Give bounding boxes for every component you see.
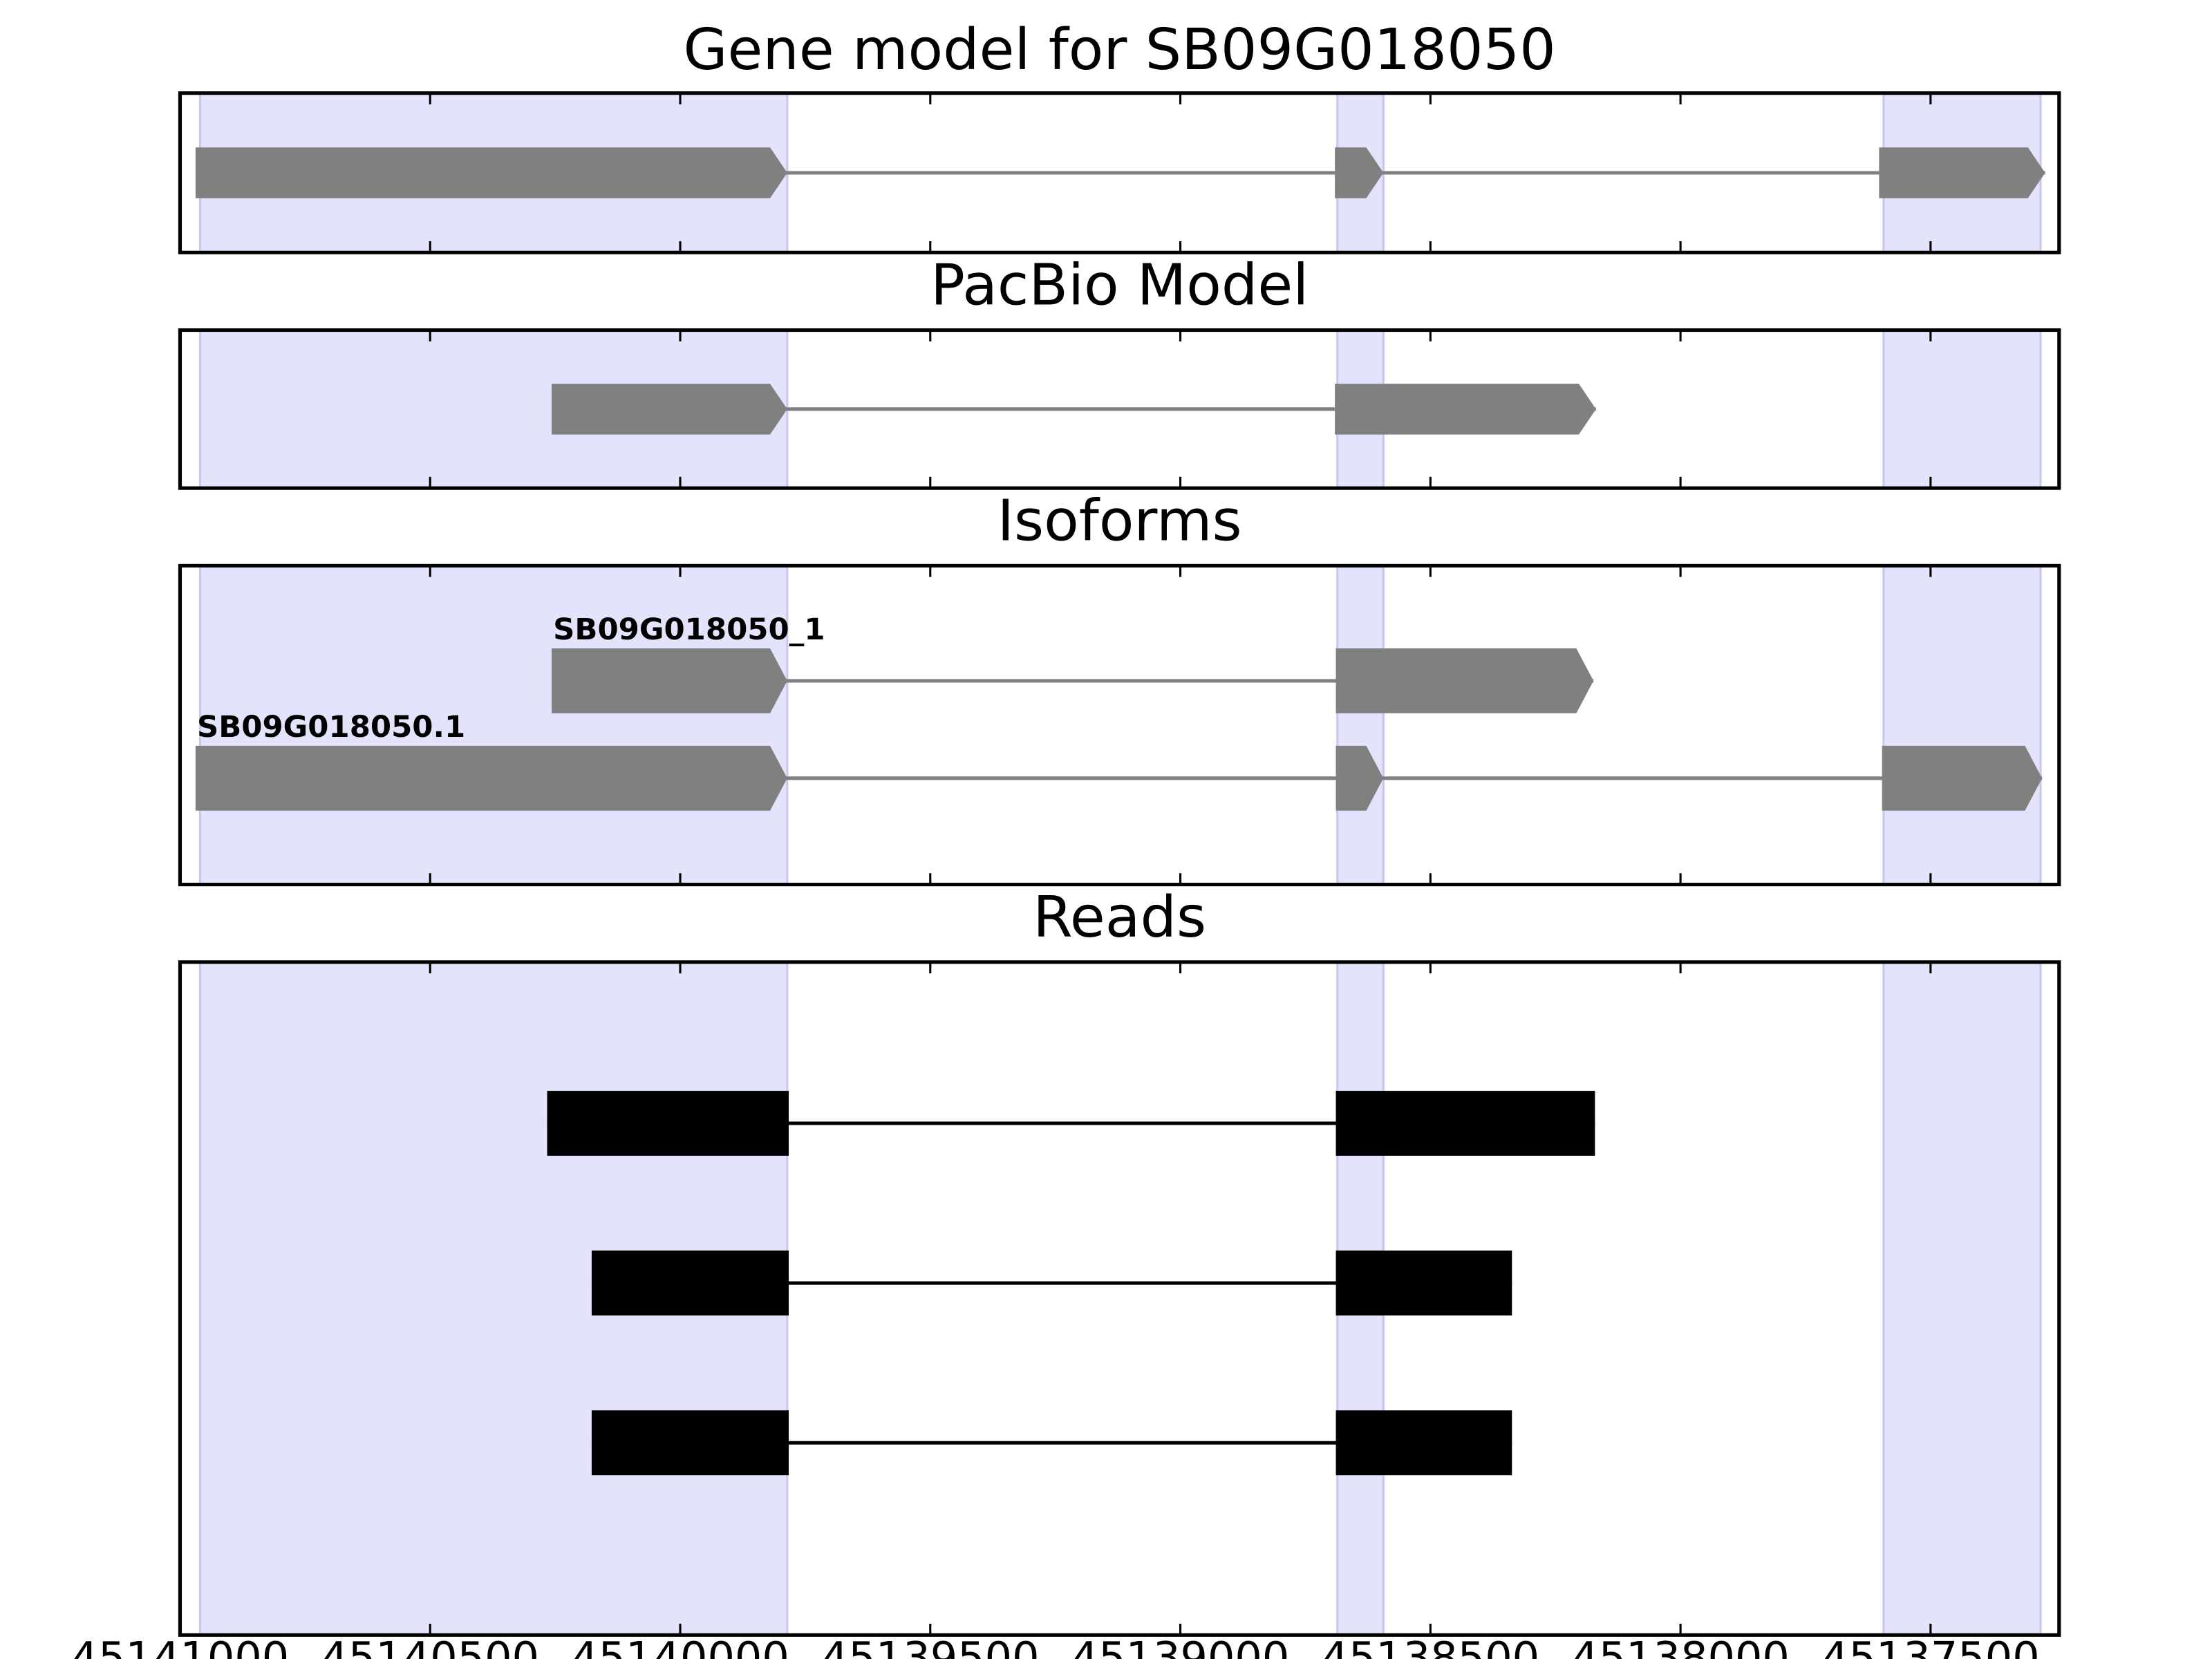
panel-frame [178, 960, 2061, 1637]
exon-highlight [1882, 961, 2042, 1636]
exon [552, 384, 787, 435]
exon-highlight [1882, 564, 2042, 886]
exon [1879, 147, 2045, 198]
x-tick-label: 45139500 [821, 1633, 1040, 1659]
exon [552, 648, 787, 713]
exon-highlight [198, 564, 789, 886]
panel-title: Reads [1033, 885, 1206, 950]
exon [1335, 1250, 1512, 1316]
exon [1335, 648, 1594, 713]
panel-frame [178, 328, 2061, 490]
x-tick-label: 45137500 [1821, 1633, 2040, 1659]
isoform-label: SB09G018050_1 [553, 612, 825, 647]
exon [195, 745, 787, 811]
exon [591, 1250, 789, 1316]
exon [1335, 147, 1384, 198]
exon [1335, 745, 1384, 811]
panel-frame [178, 563, 2061, 887]
exon [1882, 745, 2043, 811]
panel-frame [178, 91, 2061, 254]
exon [195, 147, 787, 198]
exon [1335, 384, 1596, 435]
x-tick-label: 45139000 [1071, 1633, 1290, 1659]
panel-title: PacBio Model [930, 253, 1309, 318]
x-tick-label: 45138500 [1322, 1633, 1540, 1659]
exon [1335, 1091, 1595, 1156]
exon-highlight [1336, 564, 1385, 886]
exon [1335, 1410, 1512, 1476]
x-tick-label: 45141000 [71, 1633, 290, 1659]
exon-highlight [1882, 329, 2042, 489]
panel-title: Isoforms [997, 489, 1242, 554]
x-tick-label: 45138000 [1571, 1633, 1790, 1659]
x-tick-label: 45140000 [571, 1633, 789, 1659]
isoform-label: SB09G018050.1 [197, 710, 465, 744]
x-tick-label: 45140500 [321, 1633, 539, 1659]
exon [547, 1091, 789, 1156]
panel-title: Gene model for SB09G018050 [683, 17, 1555, 82]
exon [591, 1410, 789, 1476]
